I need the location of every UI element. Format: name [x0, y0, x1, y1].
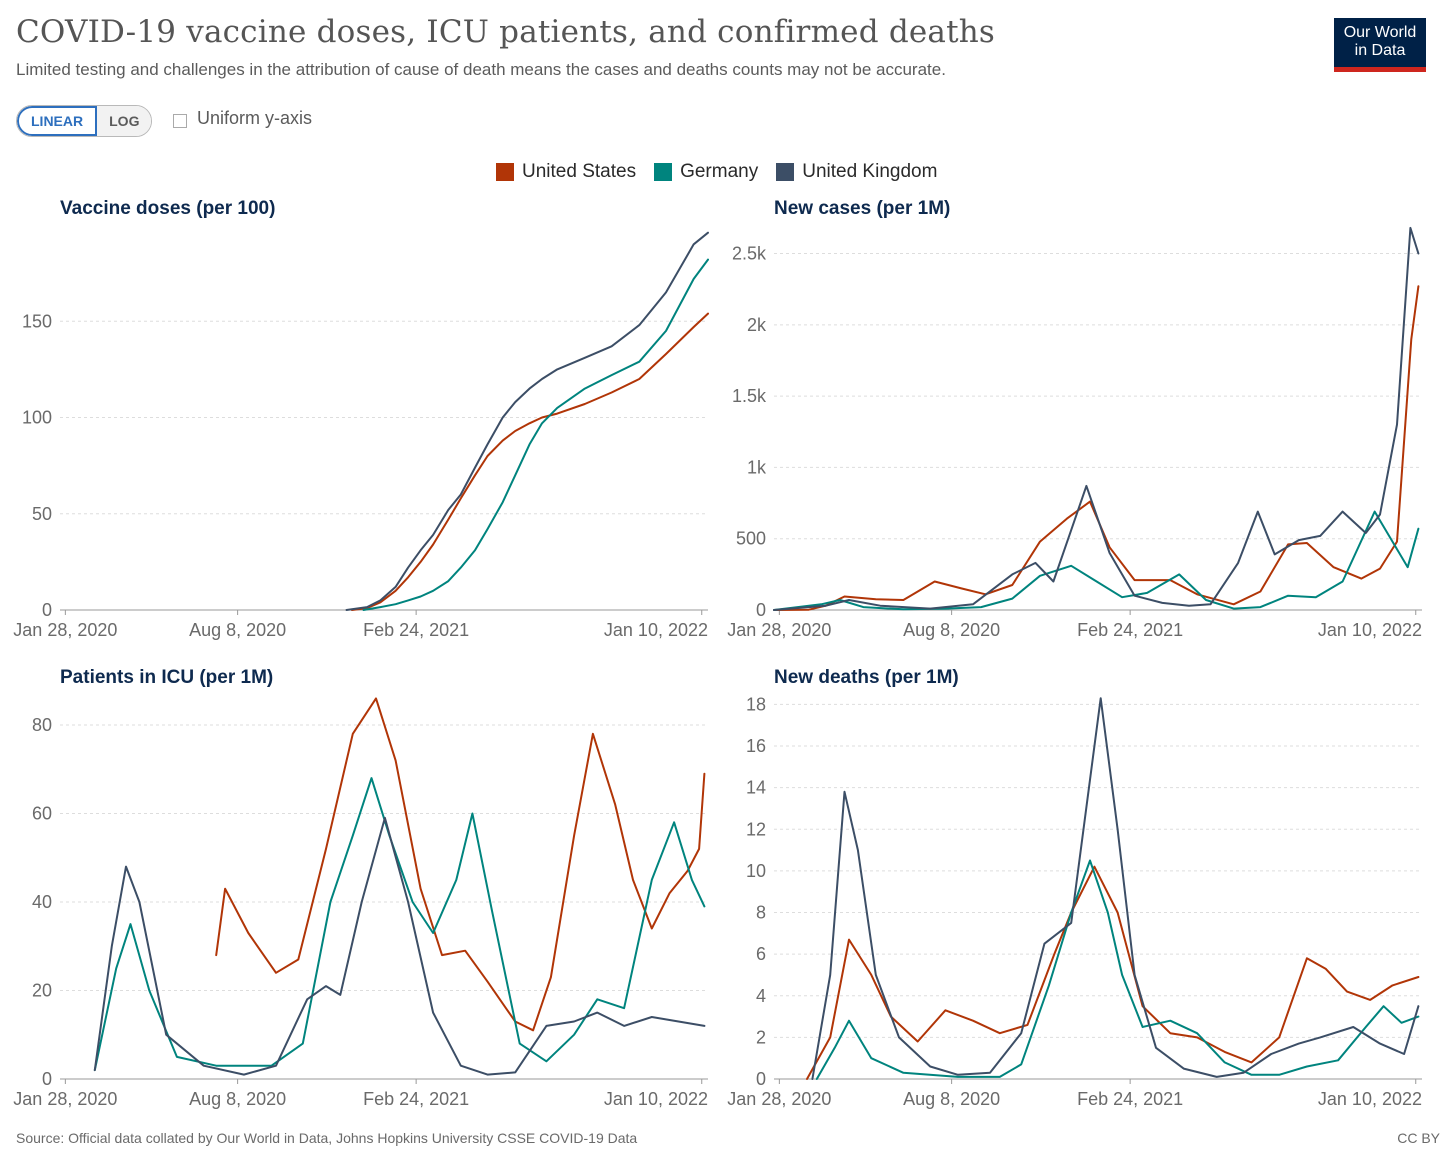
panel-2-x-tick-label: Feb 24, 2021 — [1077, 620, 1183, 640]
panel-3-y-tick-label: 60 — [32, 803, 52, 823]
legend-item-us[interactable]: United States — [496, 161, 636, 183]
legend-item-germany[interactable]: Germany — [654, 161, 758, 183]
panel-3-y-tick-label: 80 — [32, 715, 52, 735]
panel-4-y-tick-label: 14 — [746, 778, 766, 798]
panel-4-y-tick-label: 2 — [756, 1027, 766, 1047]
panel-4-y-tick-label: 0 — [756, 1069, 766, 1089]
panel-1-x-tick-label: Aug 8, 2020 — [189, 620, 286, 640]
panel-4-y-tick-label: 12 — [746, 819, 766, 839]
panel-3-y-tick-label: 20 — [32, 980, 52, 1000]
panel-4-y-tick-label: 6 — [756, 944, 766, 964]
legend-label-us: United States — [522, 161, 637, 182]
panel-4-series-united-kingdom — [811, 697, 1420, 1080]
panel-1-title: Vaccine doses (per 100) — [60, 198, 275, 219]
legend: United States Germany United Kingdom — [496, 161, 955, 183]
legend-swatch-uk — [776, 163, 795, 181]
panel-2-y-tick-label: 2.5k — [732, 244, 767, 264]
panel-4-y-tick-label: 10 — [746, 861, 766, 881]
panel-2-x-tick-label: Jan 10, 2022 — [1318, 620, 1422, 640]
logo-line-1: Our World — [1343, 24, 1417, 41]
panel-2-x-tick-label: Aug 8, 2020 — [903, 620, 1000, 640]
panel-1-series-united-states — [350, 312, 709, 611]
scale-toggle: LINEAR LOG — [16, 105, 153, 137]
panel-3-series-germany — [93, 777, 706, 1072]
panel-2-y-tick-label: 0 — [756, 600, 766, 620]
panel-3-x-tick-label: Feb 24, 2021 — [363, 1089, 469, 1109]
panel-2-x-tick-label: Jan 28, 2020 — [727, 620, 831, 640]
panel-2-y-tick-label: 2k — [747, 315, 767, 335]
legend-swatch-germany — [654, 163, 673, 181]
panel-1-x-tick-label: Jan 10, 2022 — [604, 620, 708, 640]
panel-4-x-tick-label: Feb 24, 2021 — [1077, 1089, 1183, 1109]
uniform-y-axis-option[interactable]: Uniform y-axis — [173, 108, 312, 129]
panel-1-series-united-kingdom — [345, 231, 709, 611]
logo-line-2: in Data — [1354, 42, 1406, 59]
panel-1-y-tick-label: 100 — [22, 408, 52, 428]
chart-title: COVID-19 vaccine doses, ICU patients, an… — [16, 14, 996, 50]
panel-3-title: Patients in ICU (per 1M) — [60, 667, 273, 688]
legend-swatch-us — [496, 163, 514, 181]
panel-4-series-united-states — [806, 865, 1420, 1080]
panel-1-y-tick-label: 150 — [22, 311, 52, 331]
panel-4-y-tick-label: 16 — [746, 736, 766, 756]
owid-logo[interactable]: Our World in Data — [1334, 18, 1426, 72]
panel-2-series-united-states — [773, 285, 1420, 611]
panel-4-title: New deaths (per 1M) — [774, 667, 959, 688]
panel-4-y-tick-label: 8 — [756, 903, 766, 923]
license-note: CC BY — [1397, 1130, 1440, 1146]
panel-2-series-united-kingdom — [773, 226, 1420, 611]
panel-3-x-tick-label: Aug 8, 2020 — [189, 1089, 286, 1109]
panel-3-y-tick-label: 40 — [32, 892, 52, 912]
panel-4-y-tick-label: 4 — [756, 986, 766, 1006]
panel-4-x-tick-label: Aug 8, 2020 — [903, 1089, 1000, 1109]
panel-3-x-tick-label: Jan 10, 2022 — [604, 1089, 708, 1109]
panel-1-x-tick-label: Jan 28, 2020 — [13, 620, 117, 640]
panel-1-x-tick-label: Feb 24, 2021 — [363, 620, 469, 640]
uniform-y-axis-checkbox[interactable] — [173, 113, 187, 128]
panel-1-series-germany — [362, 258, 709, 611]
panel-2-y-tick-label: 1.5k — [732, 386, 767, 406]
legend-label-germany: Germany — [680, 161, 759, 182]
panel-3-y-tick-label: 0 — [42, 1069, 52, 1089]
chart-subtitle: Limited testing and challenges in the at… — [16, 60, 946, 79]
legend-label-uk: United Kingdom — [802, 161, 938, 182]
panel-4-x-tick-label: Jan 28, 2020 — [727, 1089, 831, 1109]
panel-3-x-tick-label: Jan 28, 2020 — [13, 1089, 117, 1109]
panel-2-title: New cases (per 1M) — [774, 198, 950, 219]
source-note: Source: Official data collated by Our Wo… — [16, 1130, 638, 1146]
panel-2-y-tick-label: 500 — [736, 529, 766, 549]
panel-3-series-united-kingdom — [93, 816, 706, 1076]
panel-1-y-tick-label: 50 — [32, 504, 52, 524]
legend-item-uk[interactable]: United Kingdom — [776, 161, 937, 183]
panel-4-y-tick-label: 18 — [746, 694, 766, 714]
panel-3-series-united-states — [215, 697, 706, 1032]
uniform-y-axis-label: Uniform y-axis — [197, 108, 313, 128]
log-button[interactable]: LOG — [97, 106, 152, 136]
linear-button[interactable]: LINEAR — [17, 106, 98, 136]
panel-2-series-germany — [773, 510, 1420, 611]
panel-2-y-tick-label: 1k — [747, 457, 767, 477]
panel-4-series-germany — [815, 859, 1420, 1080]
panel-1-y-tick-label: 0 — [42, 600, 52, 620]
panel-4-x-tick-label: Jan 10, 2022 — [1318, 1089, 1422, 1109]
